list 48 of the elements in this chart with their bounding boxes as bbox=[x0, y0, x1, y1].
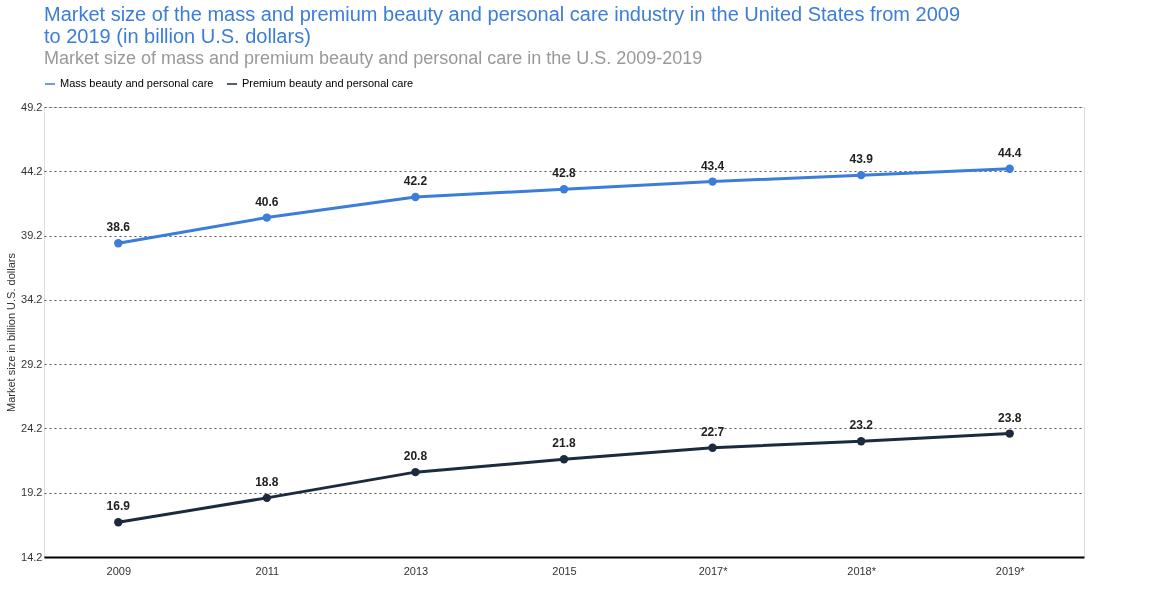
y-tick-label: 24.2 bbox=[21, 421, 43, 434]
point bbox=[262, 213, 272, 222]
y-tick-label: 14.2 bbox=[21, 550, 43, 563]
data-label: 20.8 bbox=[403, 449, 428, 464]
data-label: 23.8 bbox=[998, 410, 1022, 425]
y-axis-title: Market size in billion U.S. dollars bbox=[5, 252, 18, 412]
point bbox=[856, 170, 866, 180]
data-label: 43.9 bbox=[849, 152, 874, 167]
data-label: 44.4 bbox=[998, 145, 1022, 160]
x-tick-label: 2018* bbox=[847, 564, 877, 577]
point bbox=[1005, 429, 1014, 438]
point bbox=[708, 177, 717, 186]
point bbox=[856, 437, 866, 446]
legend-label: Premium beauty and personal care bbox=[242, 77, 414, 89]
point bbox=[114, 239, 123, 248]
y-tick-label: 39.2 bbox=[21, 229, 43, 242]
y-tick-label: 49.2 bbox=[21, 100, 43, 113]
point bbox=[262, 493, 272, 503]
chart-subtitle: Market size of mass and premium beauty and personal care in the U.S. 2009-2019 bbox=[44, 48, 703, 68]
y-tick-label: 44.2 bbox=[21, 164, 43, 177]
y-tick-label: 19.2 bbox=[21, 486, 43, 499]
point bbox=[114, 518, 123, 527]
point bbox=[708, 443, 717, 452]
data-label: 18.8 bbox=[255, 474, 279, 489]
x-tick-label: 2017* bbox=[698, 564, 729, 577]
x-tick-label: 2009 bbox=[106, 564, 132, 577]
x-tick-label: 2013 bbox=[403, 564, 429, 577]
data-label: 23.2 bbox=[849, 418, 874, 433]
point bbox=[559, 455, 569, 464]
data-label: 22.7 bbox=[700, 424, 725, 439]
y-tick-label: 34.2 bbox=[21, 293, 43, 306]
x-tick-label: 2015 bbox=[552, 564, 577, 577]
data-label: 21.8 bbox=[552, 436, 576, 451]
data-label: 43.4 bbox=[700, 158, 725, 173]
point bbox=[559, 185, 569, 194]
x-tick-label: 2011 bbox=[255, 564, 280, 577]
data-label: 38.6 bbox=[106, 220, 131, 235]
point bbox=[1005, 164, 1014, 173]
y-tick-label: 29.2 bbox=[21, 357, 43, 370]
data-label: 42.2 bbox=[403, 174, 428, 188]
chart-title: Market size of the mass and premium beauty and personal care industry in the United States from 2009 to 2019 (in billion U.S. dollars) bbox=[44, 3, 961, 47]
legend-label: Mass beauty and personal care bbox=[60, 77, 214, 89]
x-tick-label: 2019* bbox=[995, 564, 1026, 577]
point bbox=[411, 192, 420, 202]
point bbox=[411, 467, 420, 477]
data-label: 40.6 bbox=[255, 194, 279, 209]
data-label: 16.9 bbox=[106, 499, 131, 514]
data-label: 42.8 bbox=[552, 166, 576, 181]
